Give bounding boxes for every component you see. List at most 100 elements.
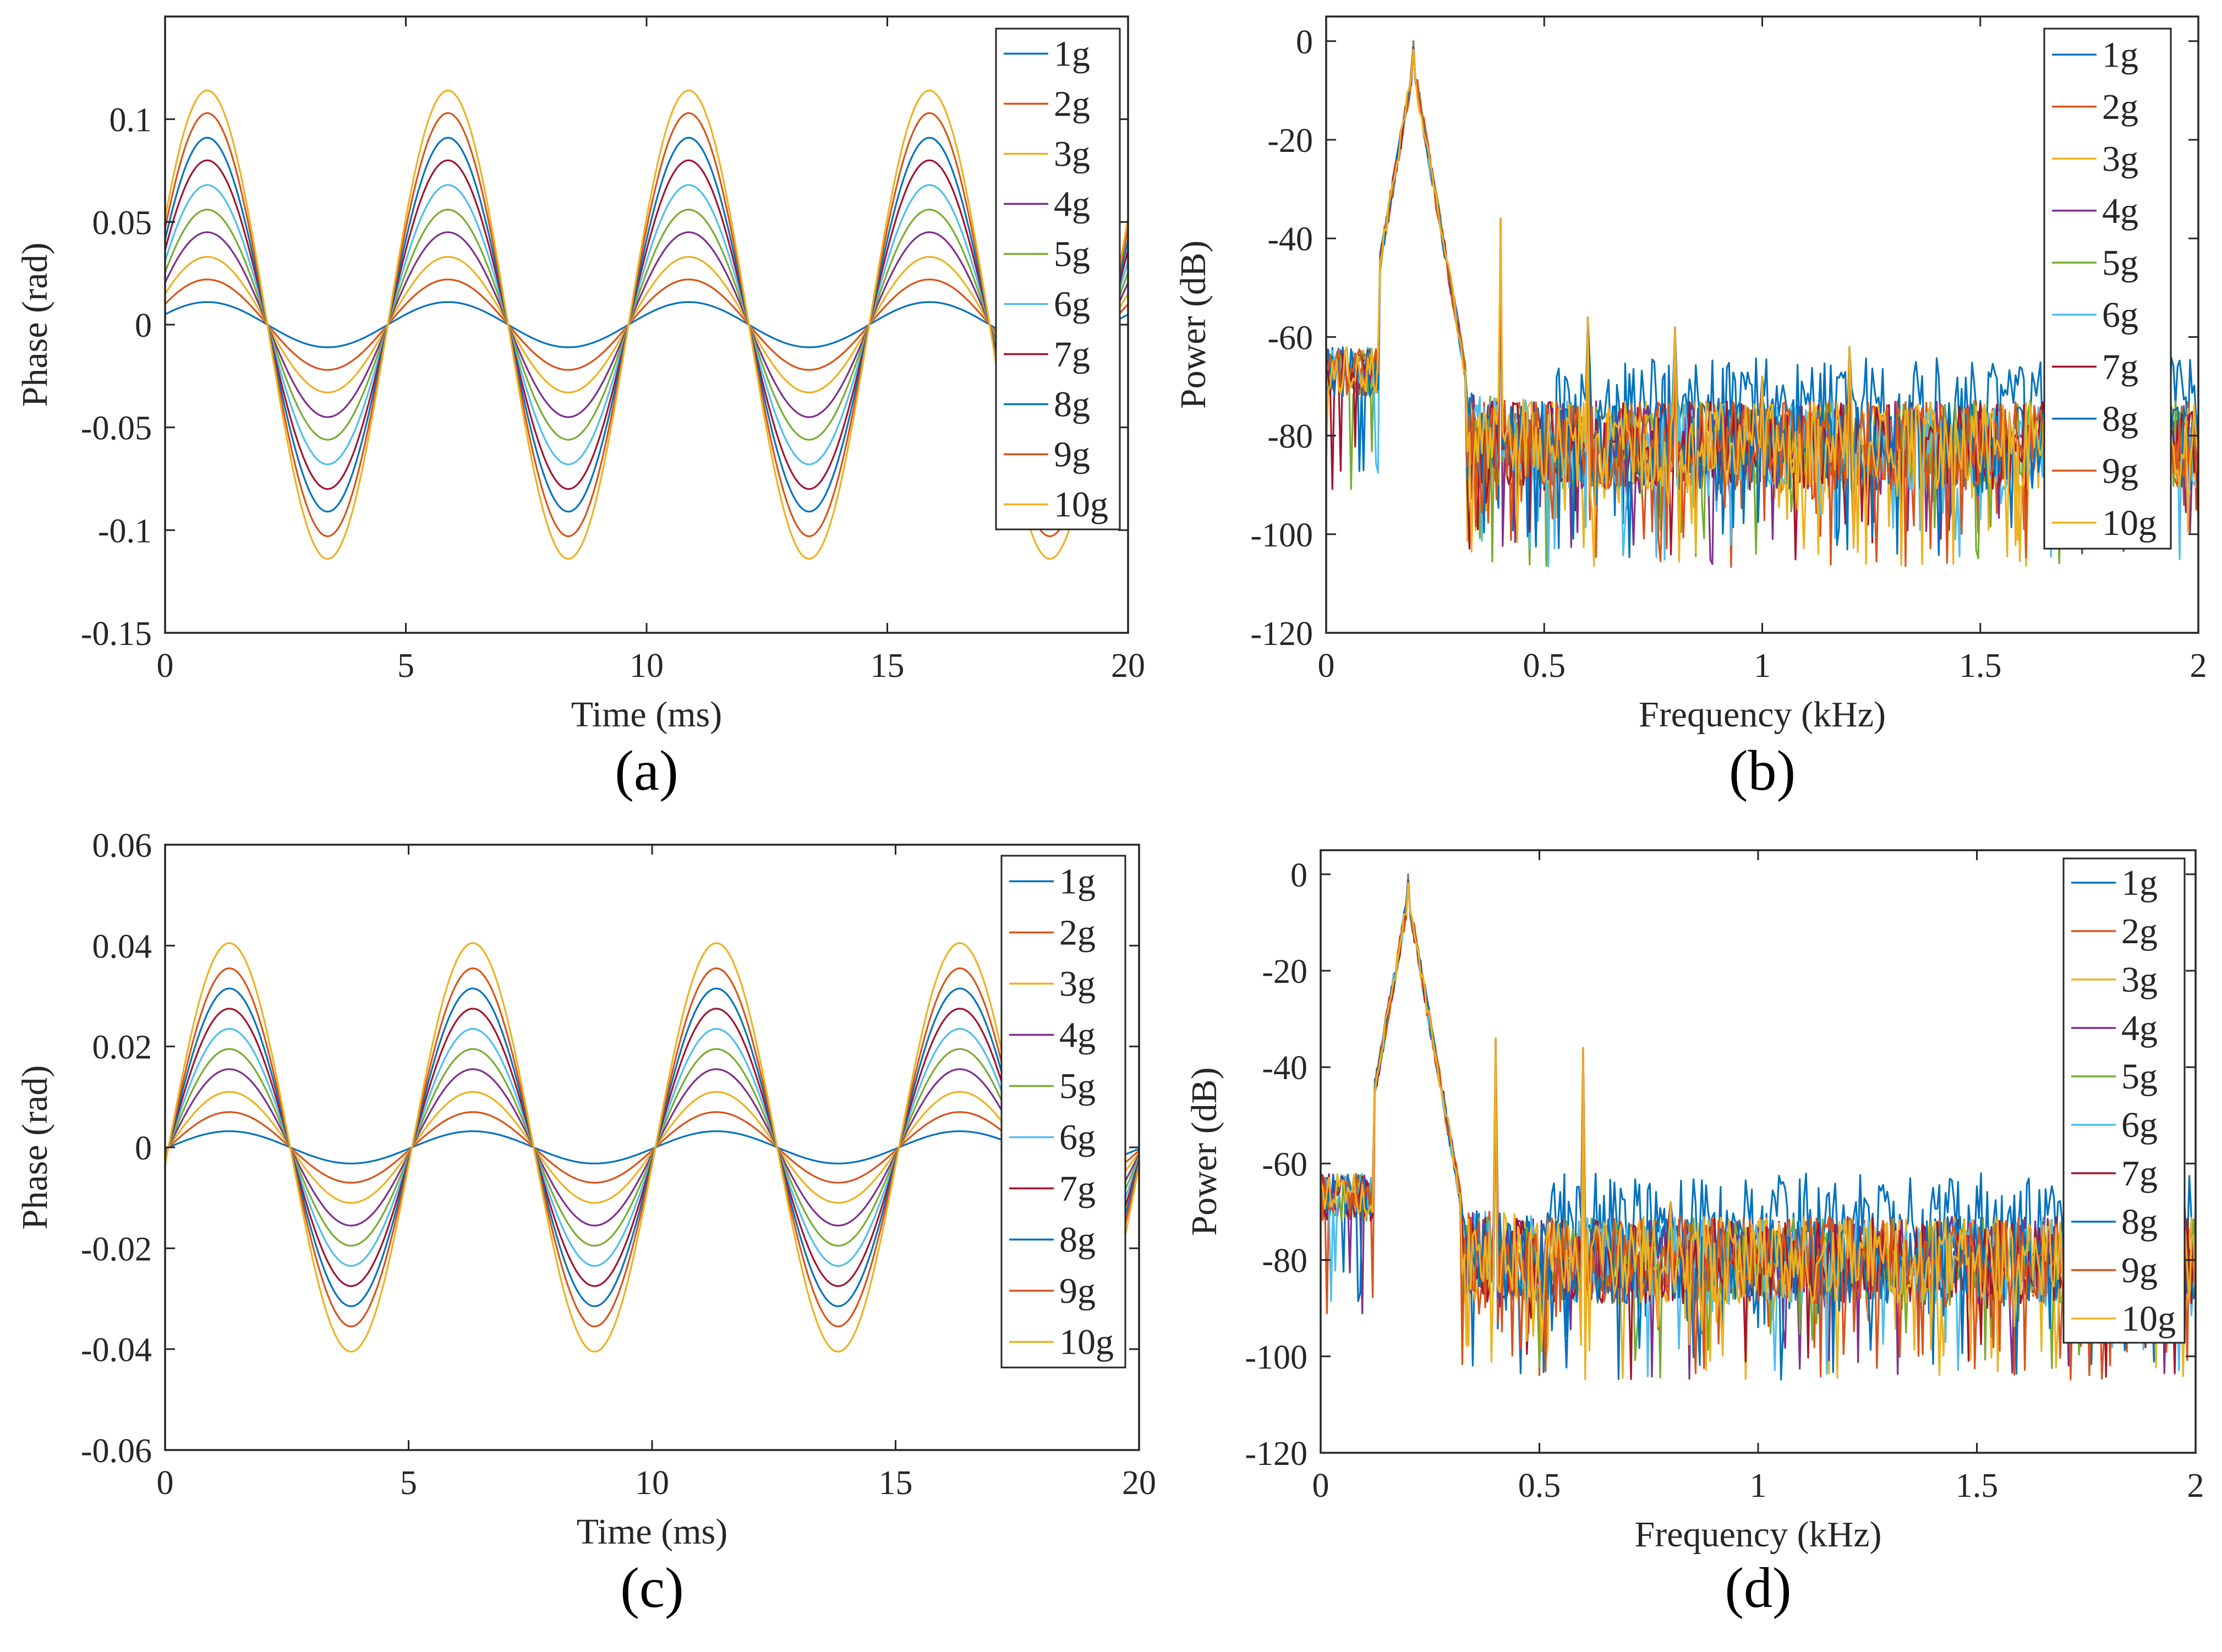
legend: 1g 2g 3g 4g 5g 6g 7g 8g 9g 10g: [2062, 857, 2186, 1344]
y-tick-label: -60: [1267, 319, 1313, 357]
x-tick-label: 2: [2190, 647, 2207, 685]
x-axis-label: Time (ms): [577, 1512, 727, 1552]
x-axis-label: Frequency (kHz): [1639, 694, 1886, 735]
legend-entry-7g: 7g: [1059, 1169, 1096, 1209]
legend-entry-7g: 7g: [1054, 335, 1090, 375]
legend-box: [995, 28, 1121, 530]
x-tick-label: 0: [157, 1464, 174, 1502]
x-tick-label: 5: [397, 647, 414, 685]
y-tick-label: 0: [1296, 24, 1313, 61]
legend-entry-6g: 6g: [1059, 1118, 1096, 1158]
y-axis-label: Phase (rad): [15, 1065, 55, 1230]
x-tick-label: 20: [1111, 647, 1145, 685]
series-group: [165, 942, 1139, 1353]
legend-entry-4g: 4g: [2102, 191, 2138, 231]
series-line-2g: [165, 1111, 1139, 1184]
y-tick-label: -60: [1262, 1146, 1307, 1183]
y-tick-label: 0.02: [92, 1029, 152, 1066]
chart-b: 0 0.5 1 1.5 2 -120 -100 -80 -60 -40 -20 0 Frequency …: [1173, 15, 2207, 802]
legend-entry-6g: 6g: [1054, 285, 1090, 325]
legend: 1g 2g 3g 4g 5g 6g 7g 8g 9g 10g: [2043, 28, 2172, 550]
legend-entry-3g: 3g: [1059, 964, 1096, 1004]
series-line-4g: [165, 231, 1128, 418]
y-tick-label: -0.1: [98, 512, 152, 550]
legend-entry-3g: 3g: [2102, 139, 2138, 179]
axes-frame: [164, 15, 1129, 634]
y-tick-label: -0.05: [81, 410, 152, 447]
legend-entry-5g: 5g: [1059, 1066, 1096, 1107]
y-tick-label: -80: [1262, 1243, 1307, 1280]
y-tick-label: 0.06: [92, 827, 152, 865]
x-tick-label: 1.5: [1959, 647, 2002, 685]
x-tick-label: 15: [879, 1464, 913, 1502]
axes-frame: [164, 844, 1140, 1451]
legend-entry-10g: 10g: [2121, 1299, 2176, 1339]
series-line-6g: [1321, 878, 2196, 1377]
legend-entry-9g: 9g: [1059, 1271, 1096, 1311]
legend-entry-8g: 8g: [2121, 1202, 2158, 1242]
series-line-6g: [165, 184, 1128, 466]
legend-entry-3g: 3g: [2121, 960, 2158, 1000]
legend-entry-8g: 8g: [1059, 1220, 1096, 1260]
series-line-8g: [165, 136, 1128, 513]
x-tick-label: 10: [630, 647, 664, 685]
x-tick-label: 5: [400, 1464, 417, 1502]
legend-entry-10g: 10g: [1054, 485, 1108, 525]
legend-entry-1g: 1g: [1059, 862, 1096, 902]
x-tick-label: 1: [1750, 1467, 1767, 1505]
legend-entry-2g: 2g: [2121, 911, 2158, 951]
series-group: [1321, 873, 2196, 1381]
y-axis-label: Power (dB): [1173, 240, 1213, 409]
series-line-9g: [165, 967, 1139, 1327]
panel-label: (a): [615, 739, 678, 802]
legend-entry-6g: 6g: [2102, 295, 2138, 335]
series-line-10g: [1321, 882, 2196, 1369]
series-line-7g: [165, 1008, 1139, 1287]
y-tick-label: -80: [1267, 418, 1313, 456]
y-axis-label: Phase (rad): [15, 243, 55, 407]
y-tick-label: -120: [1250, 615, 1313, 653]
legend-entry-2g: 2g: [1054, 84, 1090, 124]
legend: 1g 2g 3g 4g 5g 6g 7g 8g 9g 10g: [995, 28, 1121, 530]
legend: 1g 2g 3g 4g 5g 6g 7g 8g 9g 10g: [1000, 855, 1126, 1369]
legend-entry-4g: 4g: [1054, 184, 1090, 225]
legend-entry-8g: 8g: [2102, 399, 2138, 439]
chart-a: 0 5 10 15 20 -0.15 -0.1 -0.05 0 0.05 0.1 Time (ms) P…: [15, 15, 1145, 802]
chart-c: 0 5 10 15 20 -0.06 -0.04 -0.02 0 0.02 0.04 0.06 Time…: [15, 827, 1156, 1620]
legend-entry-7g: 7g: [2121, 1153, 2158, 1194]
x-tick-label: 1: [1754, 647, 1771, 685]
legend-entry-9g: 9g: [2102, 451, 2138, 491]
y-tick-label: -0.15: [81, 615, 152, 653]
legend-entry-1g: 1g: [2121, 863, 2158, 903]
series-line-1g: [165, 1130, 1139, 1164]
y-tick-label: 0.05: [92, 204, 152, 242]
legend-entry-2g: 2g: [2102, 87, 2138, 127]
x-tick-label: 20: [1122, 1464, 1156, 1502]
x-tick-label: 15: [871, 647, 905, 685]
y-tick-label: -0.02: [81, 1230, 152, 1268]
x-tick-label: 1.5: [1956, 1467, 1999, 1505]
legend-entry-1g: 1g: [1054, 34, 1090, 74]
legend-entry-8g: 8g: [1054, 385, 1090, 425]
panel-label: (d): [1725, 1556, 1791, 1620]
panel-label: (b): [1729, 739, 1796, 802]
series-line-10g: [165, 942, 1139, 1353]
legend-box: [2062, 857, 2186, 1344]
legend-box: [2043, 28, 2172, 550]
legend-entry-5g: 5g: [2102, 243, 2138, 283]
y-tick-label: 0: [1290, 857, 1307, 894]
series-line-10g: [165, 89, 1128, 560]
series-line-3g: [165, 256, 1128, 393]
y-tick-label: -20: [1262, 953, 1307, 991]
series-line-3g: [165, 1091, 1139, 1204]
y-tick-label: 0: [135, 1130, 152, 1167]
x-tick-label: 2: [2187, 1467, 2204, 1505]
x-tick-label: 0: [1312, 1467, 1329, 1505]
legend-entry-5g: 5g: [2121, 1057, 2158, 1097]
legend-entry-10g: 10g: [1059, 1322, 1114, 1363]
y-tick-label: -100: [1250, 517, 1313, 554]
legend-entry-3g: 3g: [1054, 134, 1090, 174]
x-tick-label: 0.5: [1518, 1467, 1561, 1505]
legend-box: [1000, 855, 1126, 1369]
